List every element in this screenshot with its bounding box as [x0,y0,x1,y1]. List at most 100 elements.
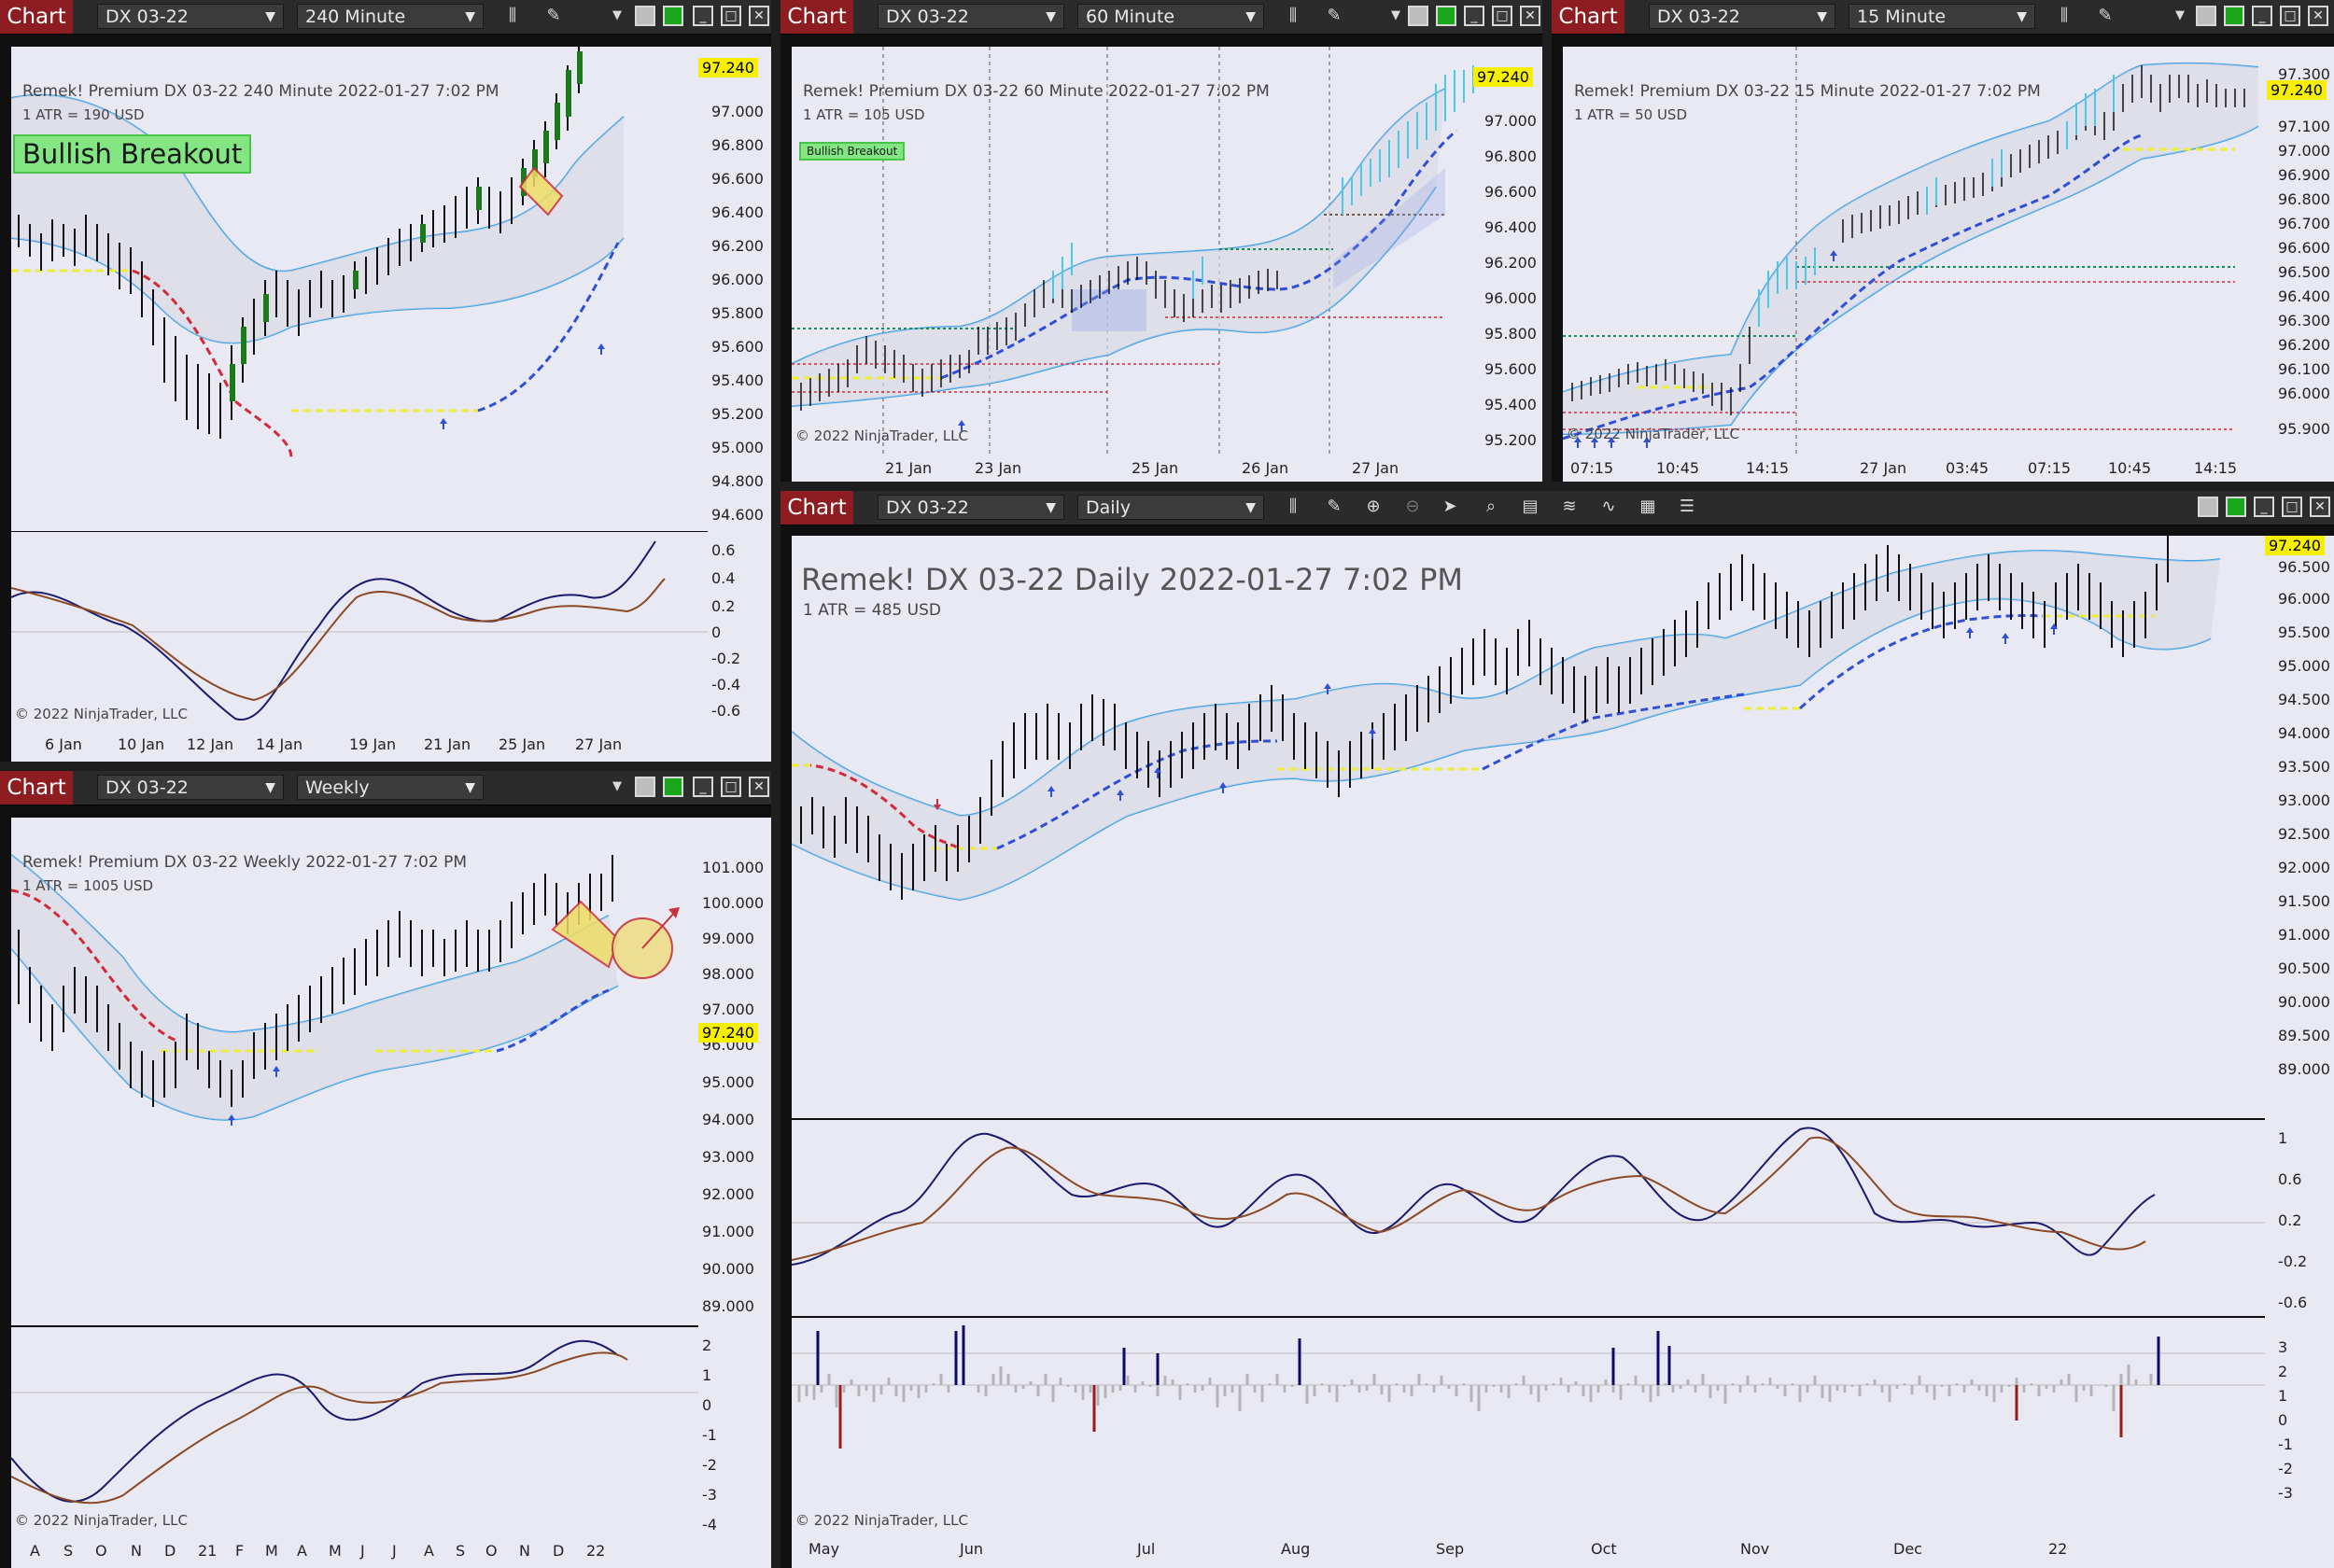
chart-menu-button[interactable]: Chart [780,0,853,34]
close-button[interactable]: ✕ [749,777,769,797]
chart-menu-button[interactable]: Chart [1552,0,1624,34]
osc-label: -2 [702,1456,717,1474]
price-panel[interactable]: Remek! DX 03-22 Daily 2022-01-27 7:02 PM… [792,536,2265,1118]
indicators-icon[interactable]: ≋ [1562,497,1577,516]
link-gray-button[interactable] [1408,6,1428,26]
oscillator-panel[interactable] [792,1120,2265,1316]
osc-label: 1 [2278,1129,2288,1147]
close-button[interactable]: ✕ [2310,497,2330,517]
chart-menu-button[interactable]: Chart [0,0,73,34]
chart-window-daily: Chart DX 03-22 ▼ Daily ▼ ⫼ ✎ ⊕ ⊖ ➤ ⌕ ▤ ≋ ∿… [780,491,2334,1568]
maximize-button[interactable]: □ [2280,6,2300,26]
x-label: 26 Jan [1242,459,1289,477]
minimize-button[interactable]: _ [2254,497,2274,517]
interval-selector[interactable]: 60 Minute ▼ [1077,4,1264,29]
oscillator-panel[interactable]: © 2022 NinjaTrader, LLC [11,1327,698,1534]
x-label: O [485,1542,498,1560]
y-label: 93.500 [2278,758,2330,776]
maximize-button[interactable]: □ [2282,497,2302,517]
x-label: F [235,1542,245,1560]
drawing-tool-icon[interactable]: ✎ [546,6,561,25]
link-gray-button[interactable] [635,777,655,797]
data-box-icon[interactable]: ⌕ [1485,497,1497,516]
drawing-tool-icon[interactable]: ✎ [2098,6,2113,25]
bar-type-icon[interactable]: ⫼ [1288,6,1298,25]
chart-menu-button[interactable]: Chart [0,771,73,805]
link-gray-button[interactable] [635,6,655,26]
instrument-selector[interactable]: DX 03-22 ▼ [97,775,284,800]
x-label: 22 [586,1542,606,1560]
chart-menu-button[interactable]: Chart [780,491,853,525]
hist-label: -3 [2278,1484,2293,1502]
link-green-button[interactable] [1436,6,1456,26]
instrument-value: DX 03-22 [886,497,969,518]
instrument-selector[interactable]: DX 03-22 ▼ [97,4,284,29]
bar-type-icon[interactable]: ⫼ [2060,6,2069,25]
link-green-button[interactable] [663,777,683,797]
interval-value: 240 Minute [305,7,406,27]
y-label: 95.800 [1484,325,1537,343]
minimize-icon: _ [2260,499,2268,514]
close-button[interactable]: ✕ [2308,6,2328,26]
y-axis: 97.000 96.800 96.600 96.400 96.200 96.00… [698,47,771,728]
minimize-button[interactable]: _ [2252,6,2272,26]
drawing-tool-icon[interactable]: ✎ [1327,6,1342,25]
y-label: 95.400 [711,371,764,389]
histogram-panel[interactable]: © 2022 NinjaTrader, LLC [792,1318,2265,1533]
interval-selector[interactable]: Daily ▼ [1077,495,1264,520]
interval-selector[interactable]: 15 Minute ▼ [1849,4,2035,29]
price-panel[interactable]: Remek! Premium DX 03-22 240 Minute 2022-… [11,47,708,531]
x-label: 21 [198,1542,218,1560]
y-label: 95.200 [1484,431,1537,449]
more-dropdown-icon[interactable]: ▼ [612,8,622,22]
interval-selector[interactable]: 240 Minute ▼ [297,4,484,29]
bar-type-icon[interactable]: ⫼ [508,6,517,25]
bar-type-icon[interactable]: ⫼ [1288,497,1298,516]
x-axis: 21 Jan 23 Jan 25 Jan 26 Jan 27 Jan [792,454,1542,482]
more-dropdown-icon[interactable]: ▼ [612,779,622,793]
toolbar: Chart DX 03-22 ▼ 240 Minute ▼ ⫼ ✎ ▼ _ □ ✕ [0,0,771,35]
link-green-button[interactable] [2224,6,2244,26]
oscillator-panel[interactable]: © 2022 NinjaTrader, LLC [11,532,708,728]
strategies-icon[interactable]: ∿ [1601,497,1616,516]
minimize-button[interactable]: _ [1464,6,1484,26]
close-button[interactable]: ✕ [749,6,769,26]
maximize-button[interactable]: □ [721,777,741,797]
instrument-selector[interactable]: DX 03-22 ▼ [878,495,1064,520]
maximize-button[interactable]: □ [1492,6,1512,26]
osc-label: -0.6 [711,702,741,720]
templates-icon[interactable]: ▤ [1522,497,1539,516]
drawing-tool-icon[interactable]: ✎ [1327,497,1342,516]
price-panel[interactable]: Remek! Premium DX 03-22 Weekly 2022-01-2… [11,818,698,1325]
minimize-button[interactable]: _ [693,777,713,797]
price-panel[interactable]: Remek! Premium DX 03-22 15 Minute 2022-0… [1563,47,2274,454]
y-label: 96.100 [2278,360,2330,378]
interval-selector[interactable]: Weekly ▼ [297,775,484,800]
link-gray-button[interactable] [2198,497,2218,517]
hist-label: 0 [2278,1411,2288,1429]
instrument-selector[interactable]: DX 03-22 ▼ [1649,4,1835,29]
x-label: A [297,1542,307,1560]
osc-label: 0 [702,1396,712,1414]
link-gray-button[interactable] [2196,6,2216,26]
hist-label: 2 [2278,1363,2288,1380]
zoom-out-icon[interactable]: ⊖ [1405,497,1420,516]
pointer-icon[interactable]: ➤ [1442,497,1457,516]
osc-label: 0.2 [711,597,736,615]
link-green-button[interactable] [663,6,683,26]
list-icon[interactable]: ☰ [1679,497,1695,516]
close-button[interactable]: ✕ [1520,6,1540,26]
minimize-button[interactable]: _ [693,6,713,26]
more-dropdown-icon[interactable]: ▼ [2175,8,2185,22]
y-label: 100.000 [702,894,765,912]
instrument-selector[interactable]: DX 03-22 ▼ [878,4,1064,29]
x-label: Nov [1740,1540,1770,1558]
close-icon: ✕ [753,8,765,23]
properties-icon[interactable]: ▦ [1639,497,1656,516]
zoom-in-icon[interactable]: ⊕ [1366,497,1381,516]
y-label: 95.900 [2278,420,2330,438]
maximize-button[interactable]: □ [721,6,741,26]
price-panel[interactable]: Remek! Premium DX 03-22 60 Minute 2022-0… [792,47,1481,454]
link-green-button[interactable] [2226,497,2246,517]
more-dropdown-icon[interactable]: ▼ [1391,8,1400,22]
